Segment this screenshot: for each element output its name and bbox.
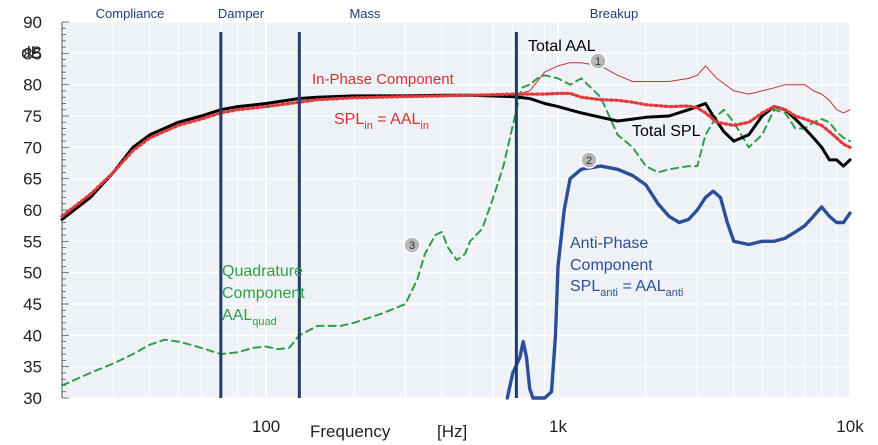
total-aal-label: Total AAL (528, 38, 596, 55)
y-tick-label: 80 (23, 76, 42, 95)
svg-text:2: 2 (586, 155, 592, 167)
region-label-damper: Damper (218, 6, 265, 21)
y-tick-label: 90 (23, 13, 42, 32)
quadrature-label-2: Component (222, 285, 305, 302)
marker-3: 3 (403, 236, 421, 254)
x-tick-label: 1k (549, 417, 567, 436)
x-axis-label: Frequency (310, 422, 391, 441)
region-dividers (219, 32, 518, 398)
series-in-phase-component (60, 91, 852, 218)
spl-anti-equation: SPLanti = AALanti (570, 278, 683, 299)
y-tick-label: 35 (23, 358, 42, 377)
quadrature-label-1: Quadrature (222, 263, 303, 280)
region-label-compliance: Compliance (96, 6, 165, 21)
axes (61, 21, 69, 399)
region-label-breakup: Breakup (590, 6, 638, 21)
y-tick-label: 75 (23, 107, 42, 126)
region-label-mass: Mass (349, 6, 381, 21)
y-tick-label: 40 (23, 326, 42, 345)
series-total-aal (512, 62, 851, 114)
y-tick-label: 60 (23, 201, 42, 220)
in-phase-label: In-Phase Component (312, 71, 455, 88)
series-anti-phase-component (505, 164, 852, 400)
y-axis-label: dB (21, 43, 42, 62)
anti-phase-label-1: Anti-Phase (570, 235, 648, 252)
y-tick-label: 50 (23, 264, 42, 283)
series-layer (60, 62, 852, 400)
y-tick-label: 65 (23, 170, 42, 189)
spl-in-equation: SPLin = AALin (334, 111, 429, 132)
y-tick-label: 45 (23, 295, 42, 314)
marker-2: 2 (580, 151, 598, 169)
series-quadrature-component (61, 74, 851, 387)
grid (61, 21, 851, 399)
x-axis-unit: [Hz] (437, 422, 467, 441)
svg-text:1: 1 (595, 56, 601, 68)
labels: 30 35 40 45 50 55 60 65 70 75 80 85 90 dB 100 1k 10k Freq… (21, 6, 864, 441)
marker-1: 1 (589, 52, 607, 70)
total-spl-label: Total SPL (632, 123, 701, 140)
y-tick-label: 85 (23, 44, 42, 63)
y-tick-label: 70 (23, 138, 42, 157)
series-total-spl (60, 93, 852, 221)
anti-phase-label-2: Component (570, 257, 653, 274)
aal-quad-label: AALquad (222, 307, 277, 328)
y-tick-label: 30 (23, 389, 42, 408)
svg-text:3: 3 (409, 240, 415, 252)
y-tick-label: 55 (23, 232, 42, 251)
x-tick-label: 100 (252, 417, 280, 436)
x-tick-label: 10k (836, 417, 864, 436)
